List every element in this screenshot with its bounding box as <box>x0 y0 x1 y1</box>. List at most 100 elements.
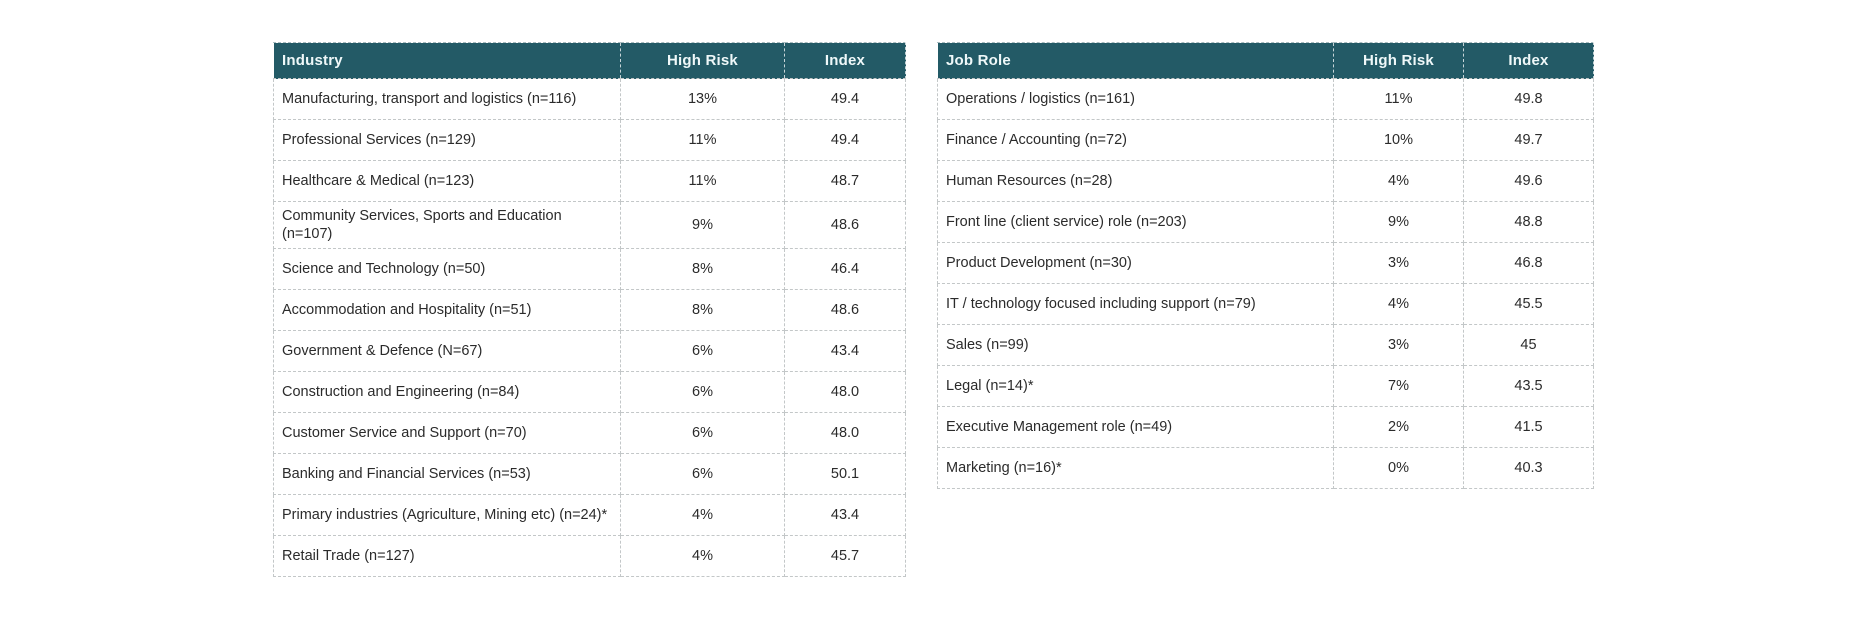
high-risk-value: 6% <box>620 330 785 372</box>
job-role-column-header: Job Role <box>937 42 1334 79</box>
high-risk-value: 4% <box>1333 283 1464 325</box>
table-row: Banking and Financial Services (n=53) 6% 5… <box>273 453 906 495</box>
industry-table-header: Industry High Risk Index <box>273 42 906 79</box>
row-label: Community Services, Sports and Education… <box>273 201 621 249</box>
row-label: Operations / logistics (n=161) <box>937 78 1334 120</box>
index-value: 48.6 <box>784 289 906 331</box>
row-label: Retail Trade (n=127) <box>273 535 621 577</box>
index-value: 49.8 <box>1463 78 1594 120</box>
table-row: Human Resources (n=28) 4% 49.6 <box>937 160 1594 202</box>
row-label: Government & Defence (N=67) <box>273 330 621 372</box>
high-risk-value: 0% <box>1333 447 1464 489</box>
high-risk-value: 4% <box>620 494 785 536</box>
index-value: 48.0 <box>784 371 906 413</box>
row-label: Finance / Accounting (n=72) <box>937 119 1334 161</box>
index-value: 48.6 <box>784 201 906 249</box>
table-row: Executive Management role (n=49) 2% 41.5 <box>937 406 1594 448</box>
table-row: Accommodation and Hospitality (n=51) 8% 48… <box>273 289 906 331</box>
high-risk-value: 11% <box>1333 78 1464 120</box>
row-label: Construction and Engineering (n=84) <box>273 371 621 413</box>
index-value: 48.7 <box>784 160 906 202</box>
row-label: Executive Management role (n=49) <box>937 406 1334 448</box>
high-risk-value: 4% <box>620 535 785 577</box>
high-risk-value: 8% <box>620 248 785 290</box>
index-column-header: Index <box>784 42 906 79</box>
job-role-table-body: Operations / logistics (n=161) 11% 49.8 Fin… <box>937 78 1594 489</box>
table-row: Government & Defence (N=67) 6% 43.4 <box>273 330 906 372</box>
high-risk-value: 9% <box>620 201 785 249</box>
index-value: 48.8 <box>1463 201 1594 243</box>
table-row: Customer Service and Support (n=70) 6% 48.… <box>273 412 906 454</box>
table-row: Professional Services (n=129) 11% 49.4 <box>273 119 906 161</box>
high-risk-value: 2% <box>1333 406 1464 448</box>
table-row: Product Development (n=30) 3% 46.8 <box>937 242 1594 284</box>
high-risk-column-header: High Risk <box>1333 42 1464 79</box>
row-label: Professional Services (n=129) <box>273 119 621 161</box>
index-value: 49.7 <box>1463 119 1594 161</box>
table-row: Science and Technology (n=50) 8% 46.4 <box>273 248 906 290</box>
high-risk-value: 8% <box>620 289 785 331</box>
table-row: Retail Trade (n=127) 4% 45.7 <box>273 535 906 577</box>
index-value: 46.4 <box>784 248 906 290</box>
row-label: Customer Service and Support (n=70) <box>273 412 621 454</box>
row-label: Sales (n=99) <box>937 324 1334 366</box>
index-value: 46.8 <box>1463 242 1594 284</box>
index-value: 40.3 <box>1463 447 1594 489</box>
row-label: Accommodation and Hospitality (n=51) <box>273 289 621 331</box>
table-row: Operations / logistics (n=161) 11% 49.8 <box>937 78 1594 120</box>
high-risk-value: 13% <box>620 78 785 120</box>
high-risk-value: 3% <box>1333 324 1464 366</box>
index-value: 43.4 <box>784 494 906 536</box>
row-label: Manufacturing, transport and logistics (… <box>273 78 621 120</box>
index-value: 45 <box>1463 324 1594 366</box>
high-risk-value: 10% <box>1333 119 1464 161</box>
row-label: Legal (n=14)* <box>937 365 1334 407</box>
job-role-table-header: Job Role High Risk Index <box>937 42 1594 79</box>
industry-table-body: Manufacturing, transport and logistics (… <box>273 78 906 577</box>
index-value: 49.6 <box>1463 160 1594 202</box>
row-label: Primary industries (Agriculture, Mining … <box>273 494 621 536</box>
high-risk-value: 7% <box>1333 365 1464 407</box>
table-row: Construction and Engineering (n=84) 6% 48.… <box>273 371 906 413</box>
row-label: Product Development (n=30) <box>937 242 1334 284</box>
index-value: 50.1 <box>784 453 906 495</box>
high-risk-value: 6% <box>620 412 785 454</box>
table-row: Marketing (n=16)* 0% 40.3 <box>937 447 1594 489</box>
index-value: 43.4 <box>784 330 906 372</box>
row-label: Marketing (n=16)* <box>937 447 1334 489</box>
table-row: IT / technology focused including suppor… <box>937 283 1594 325</box>
table-row: Primary industries (Agriculture, Mining … <box>273 494 906 536</box>
high-risk-value: 4% <box>1333 160 1464 202</box>
high-risk-value: 3% <box>1333 242 1464 284</box>
row-label: Human Resources (n=28) <box>937 160 1334 202</box>
table-row: Community Services, Sports and Education… <box>273 201 906 249</box>
high-risk-value: 6% <box>620 371 785 413</box>
row-label: Banking and Financial Services (n=53) <box>273 453 621 495</box>
table-row: Front line (client service) role (n=203)… <box>937 201 1594 243</box>
row-label: Front line (client service) role (n=203) <box>937 201 1334 243</box>
high-risk-value: 6% <box>620 453 785 495</box>
index-value: 48.0 <box>784 412 906 454</box>
index-value: 49.4 <box>784 119 906 161</box>
table-row: Healthcare & Medical (n=123) 11% 48.7 <box>273 160 906 202</box>
high-risk-value: 11% <box>620 119 785 161</box>
table-row: Manufacturing, transport and logistics (… <box>273 78 906 120</box>
table-row: Legal (n=14)* 7% 43.5 <box>937 365 1594 407</box>
row-label: IT / technology focused including suppor… <box>937 283 1334 325</box>
row-label: Science and Technology (n=50) <box>273 248 621 290</box>
table-row: Sales (n=99) 3% 45 <box>937 324 1594 366</box>
high-risk-value: 9% <box>1333 201 1464 243</box>
index-column-header: Index <box>1463 42 1594 79</box>
industry-table: Industry High Risk Index Manufacturing, … <box>273 42 906 577</box>
index-value: 49.4 <box>784 78 906 120</box>
table-row: Finance / Accounting (n=72) 10% 49.7 <box>937 119 1594 161</box>
index-value: 43.5 <box>1463 365 1594 407</box>
high-risk-value: 11% <box>620 160 785 202</box>
row-label: Healthcare & Medical (n=123) <box>273 160 621 202</box>
industry-column-header: Industry <box>273 42 621 79</box>
job-role-table: Job Role High Risk Index Operations / lo… <box>937 42 1594 489</box>
index-value: 45.5 <box>1463 283 1594 325</box>
index-value: 45.7 <box>784 535 906 577</box>
index-value: 41.5 <box>1463 406 1594 448</box>
